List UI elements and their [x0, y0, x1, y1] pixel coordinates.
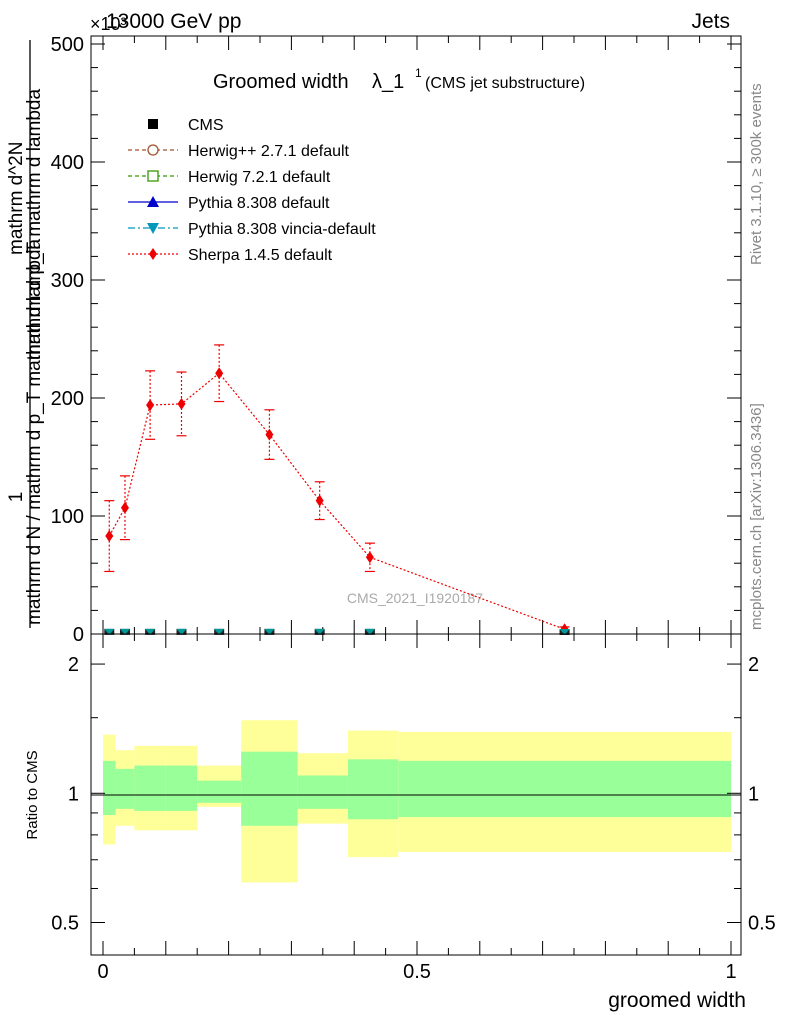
main-y-tick-labels: 0 100 200 300 400 500	[51, 34, 84, 646]
ratio-bands	[103, 720, 731, 883]
ylabel-bottom: mathrm d N / mathrm d p_T mathrm d lambd…	[24, 238, 45, 625]
legend-entry: Pythia 8.308 default	[128, 195, 330, 212]
legend-label: Herwig 7.2.1 default	[188, 169, 331, 186]
ylabel-top: 1	[6, 492, 27, 503]
ratio-y-tick-labels: 0.5 0.5 1 1 2 2	[51, 654, 776, 934]
ratio-inner-band	[115, 768, 135, 809]
sherpa-point	[365, 551, 374, 564]
sherpa-point	[177, 397, 186, 410]
mcplots-label: mcplots.cern.ch [arXiv:1306.3436]	[748, 403, 765, 630]
mc-point	[364, 628, 375, 635]
ratio-panel-frame	[90, 633, 742, 956]
sherpa-point	[105, 530, 114, 543]
ratio-inner-band	[134, 765, 166, 811]
ratio-inner-band	[165, 765, 198, 811]
ratio-inner-band	[398, 760, 731, 818]
header-left: 13000 GeV pp	[106, 10, 241, 33]
ylabel-den: mathrm d p_T mathrm d lambda	[24, 89, 45, 360]
ratio-ytick-label: 0.5	[51, 912, 79, 934]
legend-label: CMS	[188, 117, 224, 134]
legend-entry: Pythia 8.308 vincia-default	[128, 221, 376, 238]
mc-point	[104, 628, 115, 635]
legend-entry: CMS	[148, 117, 224, 134]
mc-point	[214, 628, 225, 635]
main-ytick-label: 0	[73, 624, 84, 646]
legend-label: Pythia 8.308 vincia-default	[188, 221, 376, 238]
main-ytick-label: 100	[51, 506, 84, 528]
ratio-ylabel: Ratio to CMS	[24, 750, 41, 839]
legend-label: Sherpa 1.4.5 default	[188, 247, 333, 264]
legend-marker	[147, 196, 159, 207]
ratio-inner-band	[347, 759, 399, 820]
legend-marker	[149, 248, 157, 260]
main-ytick-label: 400	[51, 152, 84, 174]
ratio-inner-band	[103, 760, 116, 816]
ratio-axis-ticks	[91, 634, 741, 955]
sherpa-point	[315, 494, 324, 507]
xlabel: groomed width	[608, 989, 746, 1012]
sherpa-point	[146, 399, 155, 412]
xtick-label: 1	[725, 961, 736, 983]
ratio-ytick-label-right: 2	[748, 654, 759, 676]
mc-point	[314, 628, 325, 635]
mc-point	[559, 629, 570, 635]
mc-point	[264, 628, 275, 635]
ratio-inner-band	[197, 780, 242, 803]
legend: CMS Herwig++ 2.7.1 default Herwig 7.2.1 de…	[128, 117, 376, 264]
rivet-label: Rivet 3.1.10, ≥ 300k events	[748, 83, 765, 265]
title-note: (CMS jet substructure)	[425, 75, 585, 92]
title-text: Groomed width	[213, 71, 349, 93]
legend-entry: Sherpa 1.4.5 default	[128, 247, 333, 264]
ratio-inner-band	[297, 775, 348, 809]
sherpa-line	[108, 372, 565, 630]
sherpa-point	[265, 428, 274, 441]
ratio-ytick-label-right: 1	[748, 783, 759, 805]
title-symbol: λ_1	[372, 71, 404, 93]
legend-marker	[147, 223, 159, 234]
legend-entry: Herwig++ 2.7.1 default	[128, 143, 350, 160]
legend-label: Pythia 8.308 default	[188, 195, 330, 212]
main-ytick-label: 200	[51, 388, 84, 410]
ylabel-num: mathrm d^2N	[6, 142, 27, 255]
sherpa-point	[120, 501, 129, 514]
legend-marker	[148, 119, 158, 129]
legend-marker	[147, 144, 159, 156]
legend-label: Herwig++ 2.7.1 default	[188, 143, 350, 160]
main-data-layer	[104, 344, 570, 636]
xtick-label: 0	[97, 961, 108, 983]
ratio-ytick-label-right: 0.5	[748, 912, 776, 934]
mc-point	[176, 628, 187, 635]
ratio-inner-band	[241, 751, 298, 826]
ratio-ytick-label: 2	[68, 654, 79, 676]
plot-title: Groomed width λ_1 1 (CMS jet substructur…	[213, 66, 585, 93]
main-ytick-label: 500	[51, 34, 84, 56]
legend-entry: Herwig 7.2.1 default	[128, 169, 331, 186]
title-sup: 1	[415, 66, 422, 80]
exponent-label: ×10³	[90, 14, 127, 34]
main-axis-ticks	[91, 36, 741, 635]
header-right: Jets	[691, 10, 730, 33]
mc-point	[145, 628, 156, 635]
mc-point	[119, 628, 130, 635]
x-tick-labels: 0 0.5 1	[97, 961, 736, 983]
xtick-label: 0.5	[403, 961, 431, 983]
sherpa-point	[215, 367, 224, 380]
watermark: CMS_2021_I1920187	[347, 590, 483, 606]
ratio-ytick-label: 1	[68, 783, 79, 805]
legend-marker	[147, 170, 159, 182]
main-ytick-label: 300	[51, 270, 84, 292]
